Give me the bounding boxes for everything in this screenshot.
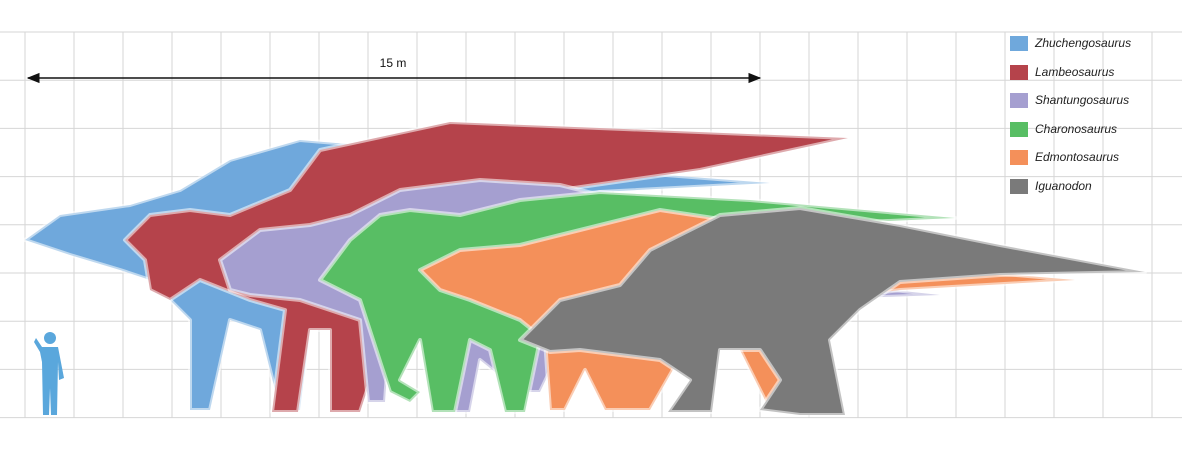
scale-label: 15 m [380, 56, 407, 70]
legend-swatch [1010, 122, 1028, 137]
legend-label: Edmontosaurus [1035, 150, 1119, 164]
legend-swatch [1010, 93, 1028, 108]
legend-swatch [1010, 65, 1028, 80]
human-silhouette [34, 332, 64, 415]
iguanodon-silhouette [518, 206, 1147, 417]
legend-swatch [1010, 179, 1028, 194]
legend-swatch [1010, 150, 1028, 165]
legend: Zhuchengosaurus Lambeosaurus Shantungosaur… [1010, 36, 1131, 194]
legend-label: Lambeosaurus [1035, 65, 1114, 79]
legend-label: Shantungosaurus [1035, 93, 1129, 107]
legend-label: Iguanodon [1035, 179, 1092, 193]
legend-label: Zhuchengosaurus [1034, 36, 1131, 50]
legend-swatch [1010, 36, 1028, 51]
silhouettes [23, 120, 1147, 417]
legend-label: Charonosaurus [1035, 122, 1117, 136]
